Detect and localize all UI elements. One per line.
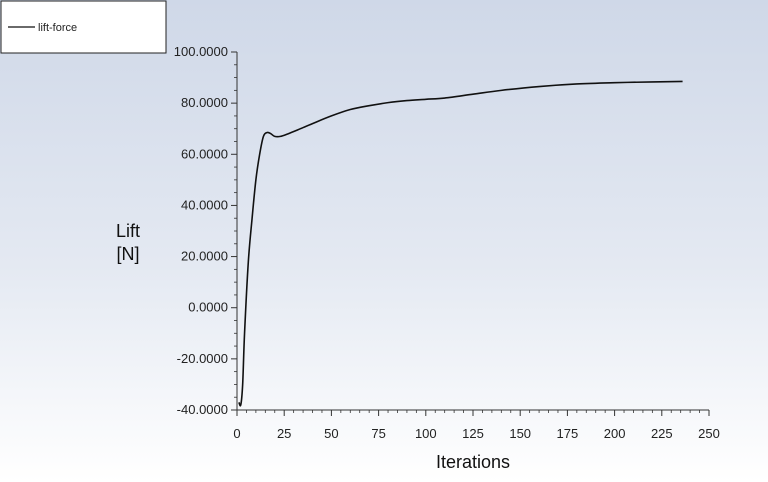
x-tick-label: 75: [371, 426, 385, 441]
y-tick-label: 20.0000: [181, 249, 228, 264]
x-tick-label: 125: [462, 426, 484, 441]
y-tick-label: 0.0000: [188, 300, 228, 315]
x-tick-label: 25: [277, 426, 291, 441]
y-tick-label: 60.0000: [181, 146, 228, 161]
legend: lift-force: [0, 0, 167, 54]
x-tick-label: 250: [698, 426, 720, 441]
x-tick-label: 225: [651, 426, 673, 441]
axes: -40.0000 -20.0000 0.0000 20.0000 40.0000 60.0…: [174, 44, 720, 441]
x-tick-label: 0: [233, 426, 240, 441]
y-tick-label: 100.0000: [174, 44, 228, 59]
series-line-lift: [238, 80, 683, 407]
y-tick-label: 80.0000: [181, 95, 228, 110]
x-tick-label: 175: [557, 426, 579, 441]
series-layer: [238, 80, 683, 407]
legend-label: lift-force: [38, 22, 77, 34]
y-axis-title-line2: [N]: [116, 244, 139, 264]
y-axis-title-line1: Lift: [116, 221, 140, 241]
y-tick-label: 40.0000: [181, 197, 228, 212]
x-tick-label: 150: [509, 426, 531, 441]
y-tick-label: -20.0000: [177, 351, 228, 366]
x-tick-label: 200: [604, 426, 626, 441]
y-tick-label: -40.0000: [177, 402, 228, 417]
x-tick-label: 100: [415, 426, 437, 441]
x-tick-label: 50: [324, 426, 338, 441]
x-axis-title: Iterations: [436, 452, 510, 472]
